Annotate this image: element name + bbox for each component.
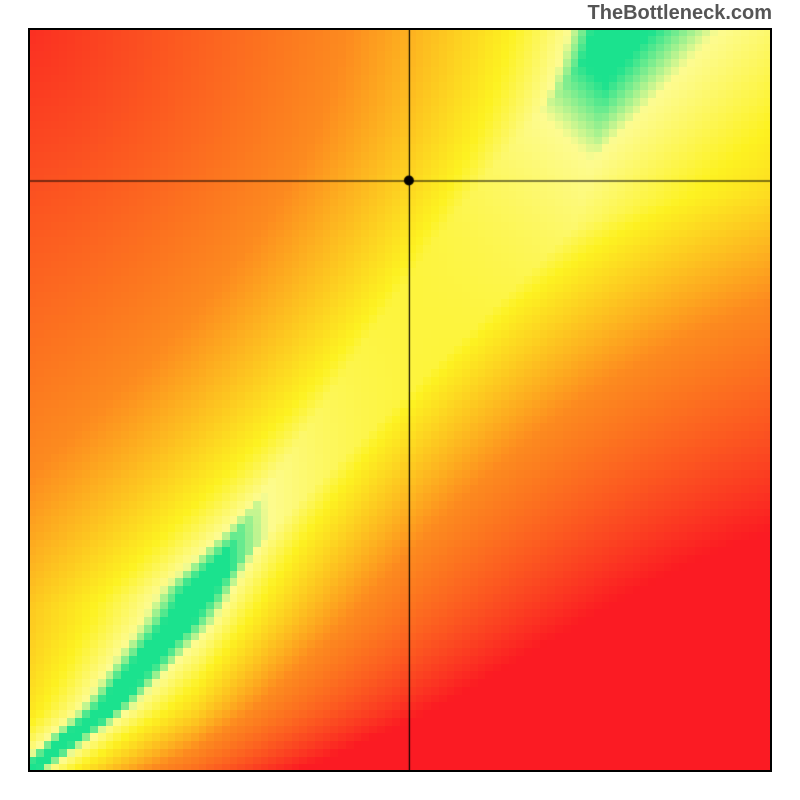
bottleneck-heatmap (28, 28, 772, 772)
watermark-text: TheBottleneck.com (588, 2, 772, 25)
